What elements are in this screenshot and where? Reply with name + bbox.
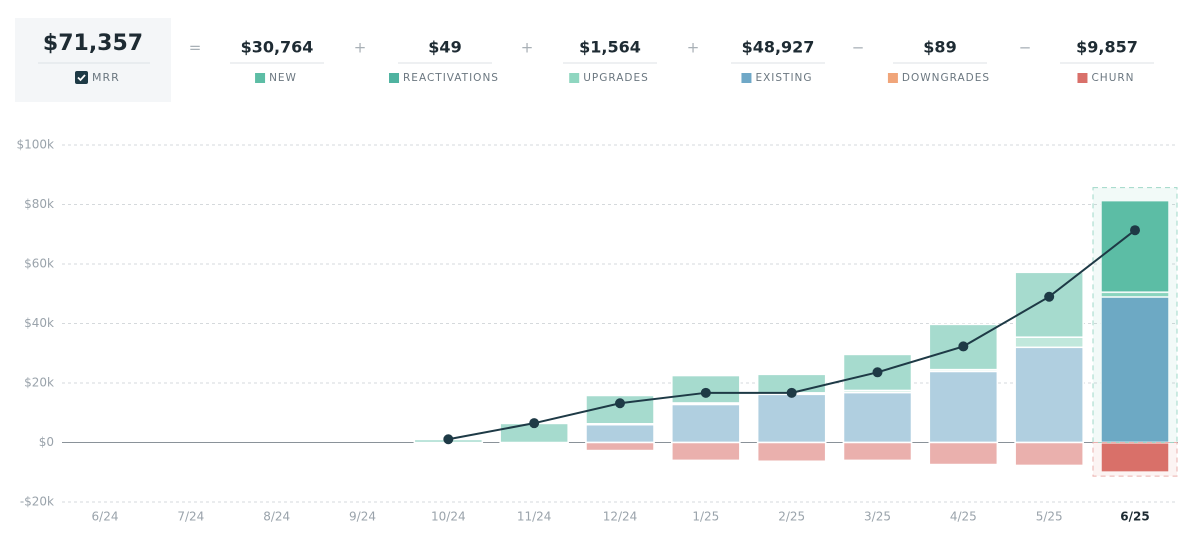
- bar-segment: [756, 441, 827, 462]
- bar-segment: [1100, 442, 1170, 473]
- bar-segment: [1100, 199, 1170, 293]
- highlight-bottom: [1092, 442, 1178, 477]
- mrr-point: [1044, 291, 1055, 302]
- y-tick-label: $40k: [24, 316, 54, 330]
- legend-swatch: [1077, 73, 1088, 83]
- mrr-point: [443, 434, 454, 445]
- mrr-card: [15, 18, 171, 102]
- operator: −: [1019, 39, 1032, 57]
- bar-segment: [671, 374, 741, 404]
- x-tick-label: 7/24: [177, 510, 204, 524]
- x-tick-label: 1/25: [692, 510, 719, 524]
- checkbox[interactable]: [75, 71, 88, 84]
- bar-segment: [842, 391, 913, 444]
- summary-label: NEW: [269, 72, 297, 84]
- y-tick-label: $60k: [24, 257, 54, 271]
- mrr-point: [958, 341, 969, 352]
- check: [77, 74, 86, 82]
- operator: −: [852, 39, 865, 57]
- x-tick-label: 9/24: [349, 510, 376, 524]
- x-tick-label: 8/24: [263, 510, 290, 524]
- summary-value: $30,764: [241, 38, 314, 57]
- y-tick-label: $20k: [24, 376, 54, 390]
- bar-segment: [585, 441, 655, 452]
- x-tick-label: 6/25: [1120, 510, 1149, 524]
- summary-label: DOWNGRADES: [902, 72, 990, 84]
- x-tick-label: 11/24: [517, 510, 552, 524]
- operator: =: [189, 39, 202, 57]
- bar-segment: [1014, 346, 1084, 444]
- mrr-point: [1130, 225, 1140, 236]
- legend-swatch: [569, 73, 580, 83]
- bar-segment: [842, 353, 913, 392]
- bar-segment: [1014, 336, 1084, 349]
- y-tick-label: $0: [39, 435, 54, 449]
- summary-label: CHURN: [1091, 72, 1134, 84]
- bar-segment: [842, 441, 913, 462]
- bar-segment: [671, 441, 741, 462]
- y-tick-label: $100k: [17, 138, 55, 152]
- bar-segment: [1014, 271, 1084, 338]
- mrr-point: [700, 387, 711, 398]
- summary-value: $89: [923, 38, 956, 57]
- summary-value: $48,927: [742, 38, 815, 57]
- bar-segment: [671, 403, 741, 444]
- summary-label: UPGRADES: [583, 72, 649, 84]
- mrr-point: [615, 398, 625, 409]
- bar-segment: [756, 393, 827, 444]
- summary-value: $9,857: [1076, 38, 1138, 57]
- legend-swatch: [887, 73, 898, 83]
- summary-value: $49: [428, 38, 461, 57]
- x-tick-label: 10/24: [431, 510, 466, 524]
- mrr-point: [872, 367, 883, 378]
- bar-segment: [585, 423, 655, 444]
- legend-swatch: [255, 73, 266, 83]
- summary-value: $1,564: [579, 38, 641, 57]
- mrr-point: [786, 387, 797, 398]
- bar-segment: [1100, 296, 1170, 444]
- mrr-value: $71,357: [43, 31, 143, 56]
- mrr-label: MRR: [92, 71, 120, 84]
- y-tick-label: $80k: [24, 197, 54, 211]
- bar-segment: [1014, 441, 1084, 467]
- x-tick-label: 5/25: [1036, 510, 1063, 524]
- summary-label: EXISTING: [755, 72, 812, 84]
- x-tick-label: 3/25: [864, 510, 891, 524]
- operator: +: [354, 39, 367, 57]
- x-tick-label: 2/25: [778, 510, 805, 524]
- x-tick-label: 12/24: [603, 510, 638, 524]
- legend-swatch: [741, 73, 752, 83]
- x-tick-label: 4/25: [950, 510, 977, 524]
- operator: +: [521, 39, 534, 57]
- x-tick-label: 6/24: [92, 510, 119, 524]
- summary-label: REACTIVATIONS: [403, 72, 499, 84]
- mrr-point: [529, 418, 540, 429]
- bar-segment: [928, 441, 999, 466]
- bar-segment: [928, 370, 999, 444]
- y-tick-label: -$20k: [20, 495, 54, 509]
- legend-swatch: [389, 73, 400, 83]
- operator: +: [687, 39, 700, 57]
